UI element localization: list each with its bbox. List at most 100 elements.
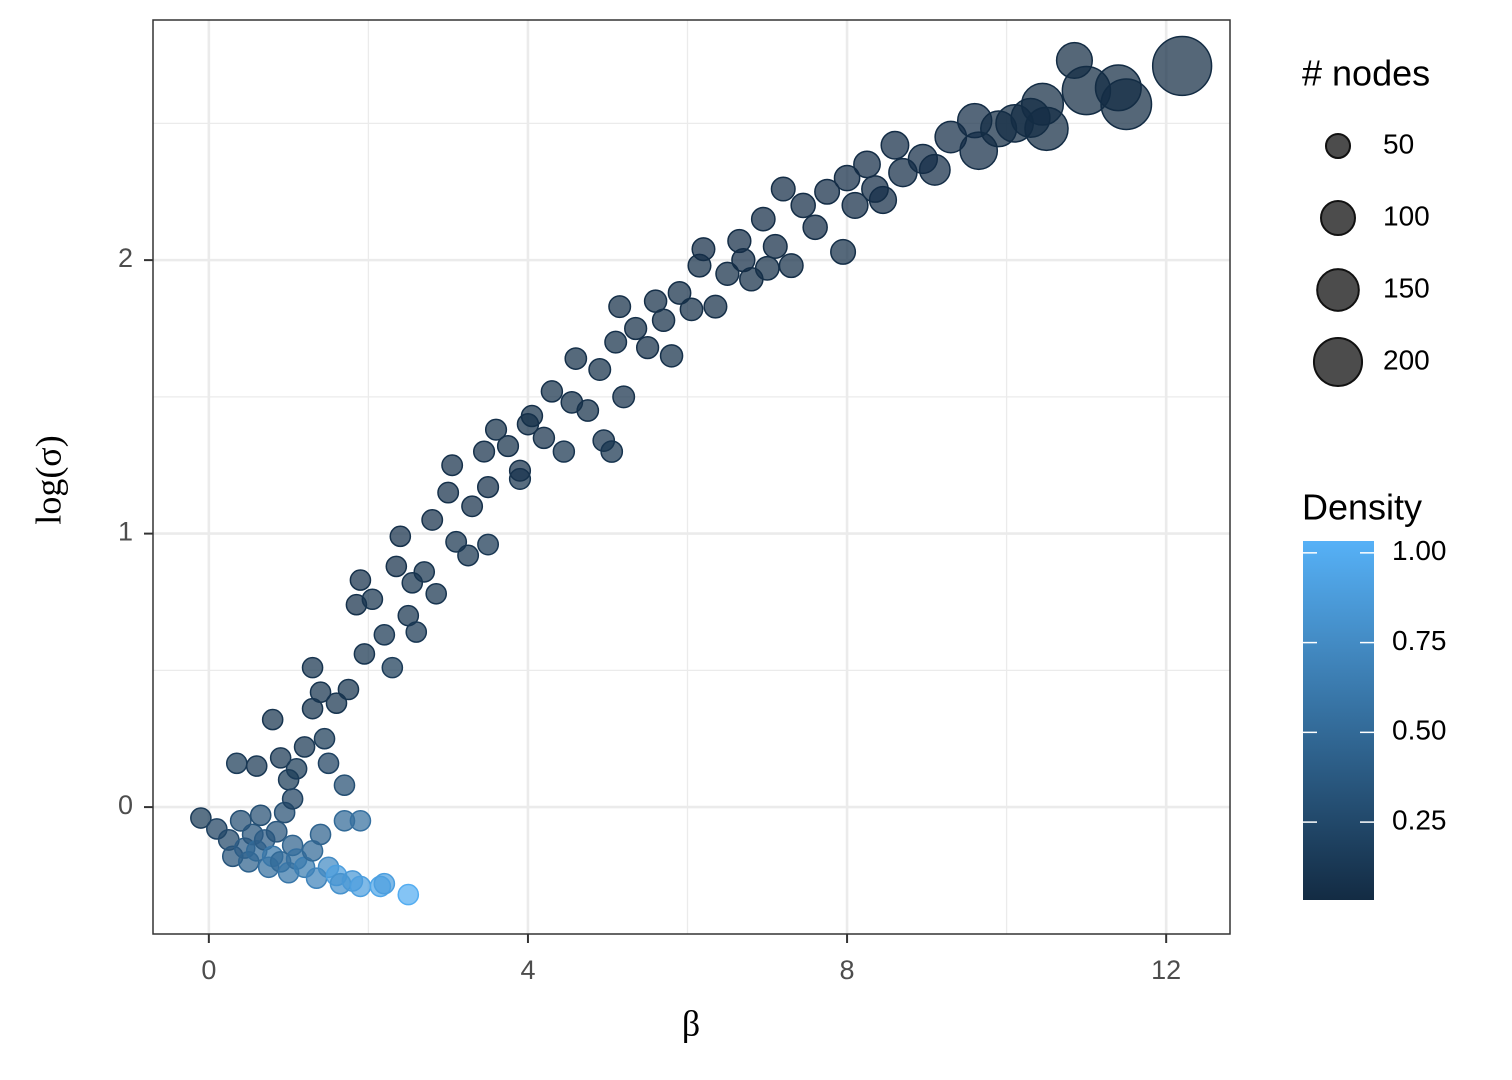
point — [389, 525, 412, 548]
y-axis-title: log(σ) — [28, 435, 68, 524]
point — [397, 883, 420, 906]
point — [349, 875, 372, 898]
point — [588, 358, 612, 382]
point — [802, 214, 828, 241]
point — [405, 621, 428, 643]
colorbar-label: 0.50 — [1392, 715, 1447, 746]
point — [457, 544, 480, 567]
size-legend-key — [1316, 268, 1360, 312]
point — [608, 295, 632, 319]
point — [249, 804, 272, 827]
point — [333, 774, 356, 797]
point — [445, 530, 468, 553]
point — [532, 426, 556, 450]
point — [461, 495, 484, 518]
point — [381, 656, 404, 679]
size-legend-label: 100 — [1383, 200, 1430, 231]
x-tick-label: 4 — [520, 955, 535, 985]
point — [293, 736, 316, 758]
point — [770, 176, 796, 202]
point — [691, 237, 716, 262]
point — [325, 692, 348, 714]
point — [373, 623, 396, 646]
point — [624, 316, 648, 341]
point — [731, 247, 756, 273]
point — [778, 253, 804, 279]
point — [564, 347, 588, 370]
point — [540, 380, 564, 403]
point — [552, 440, 576, 463]
point — [814, 178, 841, 205]
point — [229, 809, 252, 832]
colorbar-label: 1.00 — [1392, 535, 1447, 566]
point — [496, 435, 520, 458]
legends: 50 100 150 200 0.25 0.50 0.75 1.00 — [1303, 128, 1447, 835]
point — [841, 191, 869, 220]
panel-border — [152, 19, 1231, 935]
point — [281, 788, 304, 810]
point — [373, 872, 396, 895]
point — [790, 192, 816, 219]
point — [576, 399, 600, 422]
size-legend-label: 150 — [1383, 272, 1430, 303]
point — [918, 153, 951, 186]
point — [349, 809, 372, 832]
point — [1151, 35, 1213, 97]
point — [643, 289, 668, 313]
point — [265, 820, 288, 843]
point — [190, 807, 212, 829]
size-legend-key — [1324, 132, 1352, 160]
point — [421, 508, 444, 531]
point — [635, 336, 660, 360]
point — [425, 582, 448, 605]
x-tick-label: 8 — [840, 955, 855, 985]
point — [337, 678, 360, 701]
point — [484, 418, 508, 441]
y-tick-label: 1 — [118, 517, 133, 547]
point — [754, 255, 780, 281]
point — [261, 708, 284, 731]
size-legend-label: 200 — [1383, 344, 1430, 375]
point — [604, 330, 628, 354]
point — [317, 752, 340, 775]
point — [715, 261, 740, 286]
point — [861, 175, 889, 203]
point — [361, 588, 384, 611]
point — [612, 385, 636, 409]
point — [659, 344, 684, 368]
point — [880, 130, 910, 160]
point — [245, 755, 268, 777]
points — [190, 35, 1213, 906]
point — [477, 533, 500, 556]
size-legend-label: 50 — [1383, 128, 1414, 159]
point — [1024, 106, 1069, 152]
y-tick-label: 2 — [118, 243, 133, 273]
point — [353, 643, 376, 665]
point — [703, 294, 728, 319]
point — [301, 656, 324, 679]
point — [269, 747, 292, 769]
point — [667, 281, 692, 305]
x-tick-label: 0 — [201, 955, 216, 985]
color-legend-title: Density — [1302, 487, 1422, 528]
colorbar-label: 0.75 — [1392, 625, 1447, 656]
colorbar-label: 0.25 — [1392, 804, 1447, 835]
size-legend-key — [1320, 200, 1356, 236]
point — [225, 752, 248, 775]
point — [508, 459, 532, 482]
point — [309, 823, 332, 846]
point — [600, 440, 624, 463]
point — [679, 297, 704, 322]
point — [762, 233, 788, 259]
size-legend-key — [1312, 336, 1364, 388]
x-tick-label: 12 — [1151, 955, 1181, 985]
point — [830, 238, 857, 265]
point — [413, 561, 436, 583]
point — [853, 150, 881, 179]
y-tick-label: 0 — [118, 790, 133, 820]
point — [1100, 78, 1153, 131]
point — [833, 164, 861, 192]
